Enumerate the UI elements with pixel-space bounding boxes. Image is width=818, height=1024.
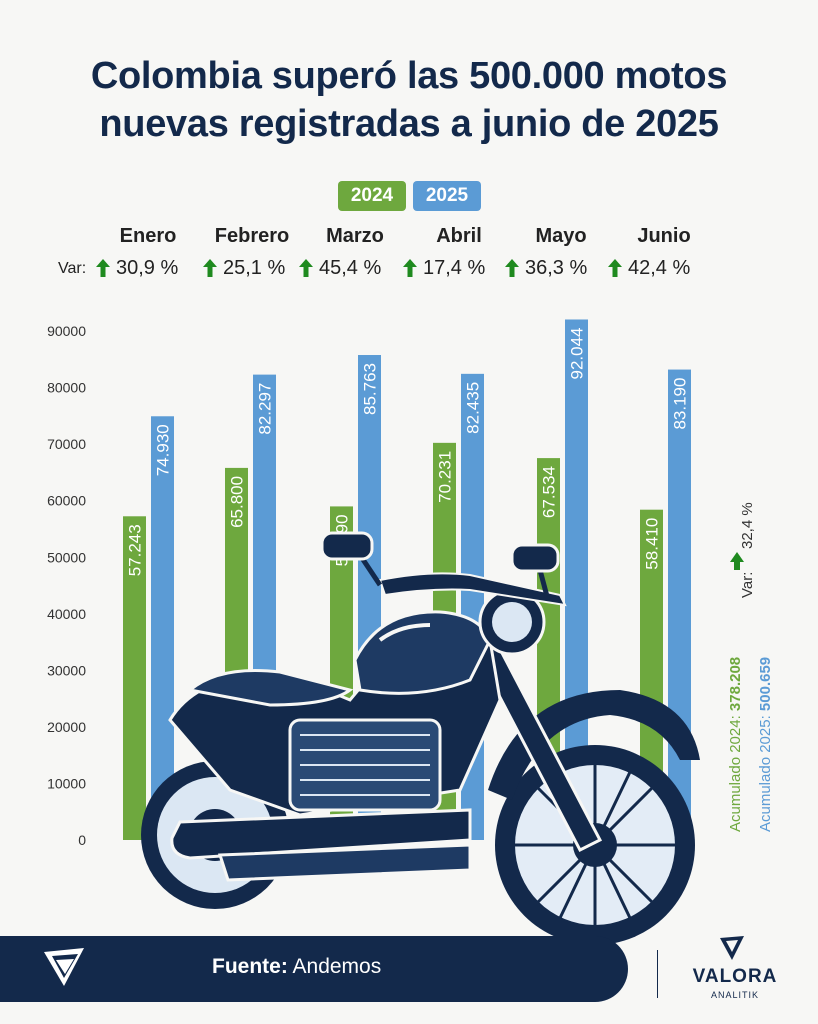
variation-value: 17,4 % xyxy=(423,256,486,279)
up-arrow-icon xyxy=(203,259,217,277)
variation-febrero: 25,1 % xyxy=(203,256,285,280)
up-arrow-icon xyxy=(96,259,110,277)
y-tick-label: 10000 xyxy=(47,775,86,791)
bar-value-label: 82.435 xyxy=(464,382,483,434)
brand-logo-icon xyxy=(720,936,744,960)
bar-value-label: 67.534 xyxy=(540,466,559,518)
bar-value-label: 58.410 xyxy=(643,518,662,570)
footer-bar xyxy=(0,936,628,1002)
variation-junio: 42,4 % xyxy=(608,256,690,280)
month-label-mayo: Mayo xyxy=(535,225,587,247)
accumulated-2024-label: Acumulado 2024: xyxy=(727,711,744,832)
y-tick-label: 50000 xyxy=(47,549,86,565)
accumulated-2025-value: 500.659 xyxy=(757,657,774,711)
y-tick-label: 70000 xyxy=(47,436,86,452)
y-tick-label: 60000 xyxy=(47,493,86,509)
variation-value: 25,1 % xyxy=(223,256,286,279)
month-label-abril: Abril xyxy=(436,225,482,247)
y-tick-label: 30000 xyxy=(47,662,86,678)
source-label: Fuente: xyxy=(212,955,288,978)
variation-value: 45,4 % xyxy=(319,256,382,279)
bar-value-label: 82.297 xyxy=(256,383,275,435)
logo-icon xyxy=(44,948,84,986)
y-axis: 0 10000 20000 30000 40000 50000 60000 70000 8000… xyxy=(47,323,86,848)
chart-title: Colombia superó las 500.000 motos nuevas… xyxy=(0,52,818,148)
y-tick-label: 40000 xyxy=(47,606,86,622)
summary-panel: Var: 32,4 % Acumulado 2024: 378.208 Acum… xyxy=(727,502,774,832)
total-variation-value: 32,4 % xyxy=(739,502,756,549)
brand-name: VALORA xyxy=(692,966,778,987)
month-label-junio: Junio xyxy=(637,225,691,247)
up-arrow-icon xyxy=(608,259,622,277)
bar-2025-junio xyxy=(668,369,691,840)
up-arrow-icon xyxy=(505,259,519,277)
bar-value-label: 65.800 xyxy=(228,476,247,528)
variation-value: 42,4 % xyxy=(628,256,691,279)
brand-subtitle: ANALITIK xyxy=(710,990,759,1000)
variation-value: 36,3 % xyxy=(525,256,588,279)
up-arrow-icon xyxy=(299,259,313,277)
variation-marzo: 45,4 % xyxy=(299,256,381,280)
bar-value-label: 92.044 xyxy=(568,327,587,379)
variation-label: Var: xyxy=(58,260,87,277)
legend-2024: 2024 xyxy=(338,181,406,211)
footer-divider xyxy=(657,950,658,998)
up-arrow-icon xyxy=(403,259,417,277)
variation-enero: 30,9 % xyxy=(96,256,178,280)
bar-value-label: 70.231 xyxy=(436,451,455,503)
motorcycle-illustration xyxy=(141,531,700,945)
bar-2024-enero xyxy=(123,516,146,840)
title-line-1: Colombia superó las 500.000 motos xyxy=(90,55,728,97)
month-label-febrero: Febrero xyxy=(214,225,290,247)
bar-value-label: 83.190 xyxy=(671,378,690,430)
up-arrow-icon xyxy=(730,552,744,570)
accumulated-2024-value: 378.208 xyxy=(727,657,744,711)
y-tick-label: 20000 xyxy=(47,719,86,735)
variation-value: 30,9 % xyxy=(116,256,179,279)
accumulated-2025: Acumulado 2025: 500.659 xyxy=(757,657,774,832)
bar-2024-junio xyxy=(640,509,663,840)
y-tick-label: 90000 xyxy=(47,323,86,339)
y-tick-label: 80000 xyxy=(47,380,86,396)
accumulated-2025-label: Acumulado 2025: xyxy=(757,711,774,832)
source-text: Fuente: Andemos xyxy=(212,955,381,979)
title-line-2: nuevas registradas a junio de 2025 xyxy=(99,103,719,145)
variation-mayo: 36,3 % xyxy=(505,256,587,280)
y-tick-label: 0 xyxy=(78,832,86,848)
month-label-enero: Enero xyxy=(119,225,177,247)
accumulated-2024: Acumulado 2024: 378.208 xyxy=(727,657,744,832)
bar-value-label: 74.930 xyxy=(154,424,173,476)
bar-value-label: 85.763 xyxy=(361,363,380,415)
source-value: Andemos xyxy=(287,955,382,978)
month-label-marzo: Marzo xyxy=(326,225,384,247)
total-variation-label: Var: xyxy=(739,572,756,598)
bar-2025-enero xyxy=(151,416,174,840)
variation-abril: 17,4 % xyxy=(403,256,485,280)
bar-value-label: 57.243 xyxy=(126,524,145,576)
legend-2025: 2025 xyxy=(413,181,481,211)
